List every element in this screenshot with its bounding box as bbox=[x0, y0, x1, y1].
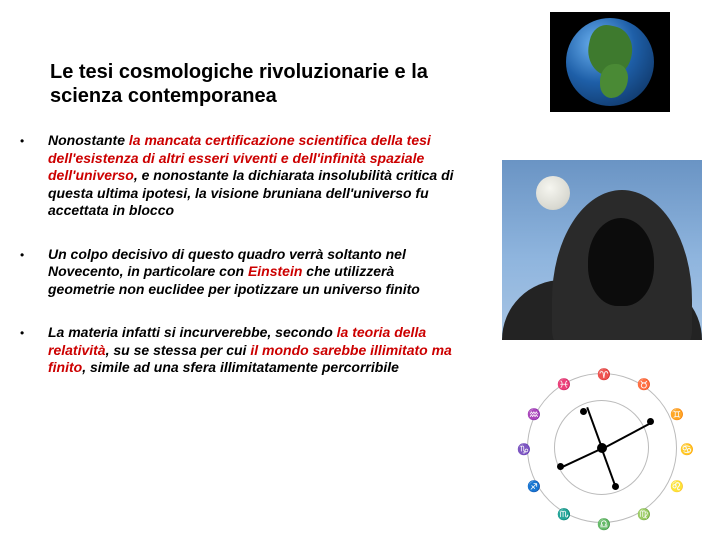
emphasis: Einstein bbox=[248, 263, 302, 279]
bullet-text: Un colpo decisivo di questo quadro verrà… bbox=[48, 246, 460, 299]
text-content: Le tesi cosmologiche rivoluzionarie e la… bbox=[20, 60, 460, 403]
hooded-figure-image bbox=[502, 160, 702, 340]
hood-icon bbox=[552, 190, 692, 340]
bullet-text: La materia infatti si incurverebbe, seco… bbox=[48, 324, 460, 377]
globe-icon bbox=[566, 18, 654, 106]
slide-title: Le tesi cosmologiche rivoluzionarie e la… bbox=[50, 60, 460, 108]
bullet-marker: • bbox=[20, 246, 48, 299]
bullet-text: Nonostante la mancata certificazione sci… bbox=[48, 132, 460, 220]
moon-icon bbox=[536, 176, 570, 210]
bullet-list: • Nonostante la mancata certificazione s… bbox=[20, 132, 460, 377]
bullet-marker: • bbox=[20, 324, 48, 377]
bullet-item: • La materia infatti si incurverebbe, se… bbox=[20, 324, 460, 377]
bullet-item: • Nonostante la mancata certificazione s… bbox=[20, 132, 460, 220]
zodiac-diagram: ♈ ♉ ♊ ♋ ♌ ♍ ♎ ♏ ♐ ♑ ♒ ♓ bbox=[512, 368, 692, 528]
earth-image bbox=[550, 12, 670, 112]
bullet-marker: • bbox=[20, 132, 48, 220]
bullet-item: • Un colpo decisivo di questo quadro ver… bbox=[20, 246, 460, 299]
